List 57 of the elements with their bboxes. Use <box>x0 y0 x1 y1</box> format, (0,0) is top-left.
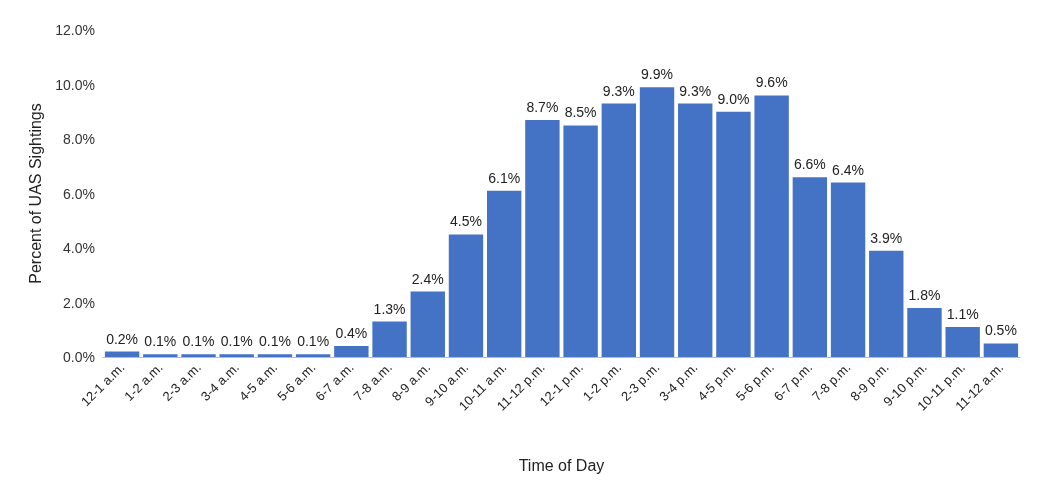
data-label: 0.2% <box>106 330 139 347</box>
bar <box>563 125 598 357</box>
y-tick-label: 4.0% <box>63 240 95 256</box>
bar <box>486 190 522 357</box>
y-tick-label: 12.0% <box>55 22 95 38</box>
data-label: 9.6% <box>755 74 788 91</box>
bar <box>334 346 369 357</box>
bar <box>830 182 866 357</box>
bar <box>410 291 445 357</box>
data-label: 8.7% <box>526 98 559 115</box>
bar <box>639 87 675 357</box>
bar <box>372 321 407 357</box>
data-label: 2.4% <box>411 270 444 287</box>
bar <box>907 307 942 357</box>
y-tick-label: 2.0% <box>63 294 95 311</box>
data-label: 9.9% <box>641 66 673 83</box>
data-label: 6.6% <box>793 156 826 173</box>
bar <box>448 234 484 357</box>
bar <box>104 351 140 357</box>
bar <box>792 177 828 357</box>
bar <box>716 111 751 357</box>
bar <box>601 103 637 357</box>
data-label: 9.3% <box>679 82 712 99</box>
y-axis-title: Percent of UAS Sightings <box>26 103 44 284</box>
bar <box>257 354 293 357</box>
y-tick-label: 6.0% <box>63 185 95 202</box>
data-label: 0.1% <box>220 333 253 350</box>
bar <box>295 354 331 357</box>
x-axis-title: Time of Day <box>518 456 605 474</box>
data-label: 9.3% <box>602 82 635 99</box>
bar <box>983 343 1019 357</box>
bar <box>219 354 254 357</box>
data-label: 6.1% <box>488 169 521 186</box>
data-label: 8.5% <box>564 104 597 121</box>
bar <box>525 119 560 357</box>
bar <box>754 95 789 357</box>
y-tick-label: 0.0% <box>63 349 95 365</box>
data-label: 0.4% <box>335 325 368 342</box>
data-label: 0.5% <box>984 322 1017 339</box>
data-label: 0.1% <box>258 333 291 350</box>
data-label: 3.9% <box>870 229 903 246</box>
bar <box>869 250 904 357</box>
data-label: 0.1% <box>182 333 215 350</box>
bar <box>945 327 980 357</box>
bar <box>181 354 216 357</box>
y-tick-label: 8.0% <box>63 131 95 147</box>
data-label: 9.0% <box>717 90 750 107</box>
data-label: 6.4% <box>832 161 865 178</box>
data-label: 1.8% <box>908 286 941 303</box>
bar <box>143 354 178 357</box>
data-label: 1.3% <box>373 300 406 317</box>
data-label: 4.5% <box>450 213 482 230</box>
data-label: 0.1% <box>144 333 177 350</box>
data-label: 1.1% <box>946 306 979 323</box>
bar <box>678 103 713 357</box>
data-label: 0.1% <box>297 333 330 350</box>
y-tick-label: 10.0% <box>55 76 95 93</box>
